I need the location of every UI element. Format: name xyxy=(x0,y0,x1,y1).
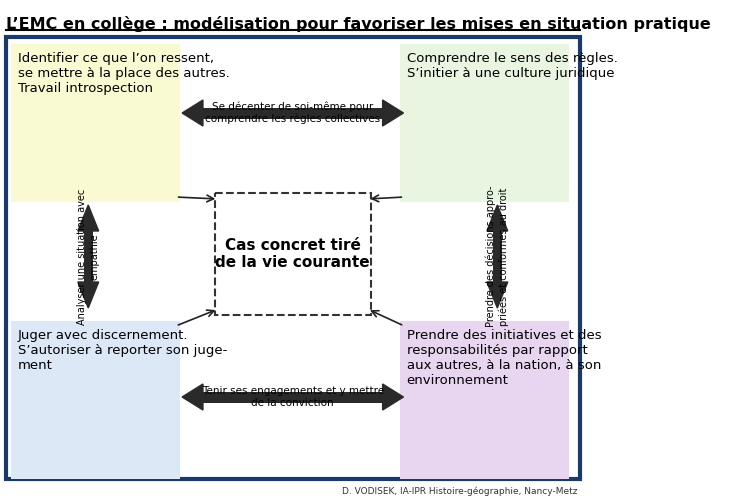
Polygon shape xyxy=(487,205,508,231)
Bar xyxy=(203,392,383,403)
Bar xyxy=(84,231,93,282)
Text: Prendre des initiatives et des
responsabilités par rapport
aux autres, à la nati: Prendre des initiatives et des responsab… xyxy=(407,329,602,387)
Bar xyxy=(11,44,180,202)
Text: Comprendre le sens des règles.
S’initier à une culture juridique: Comprendre le sens des règles. S’initier… xyxy=(407,52,618,80)
Polygon shape xyxy=(182,384,203,410)
Polygon shape xyxy=(78,205,99,231)
Text: Identifier ce que l’on ressent,
se mettre à la place des autres.
Travail introsp: Identifier ce que l’on ressent, se mettr… xyxy=(18,52,229,95)
Bar xyxy=(400,44,569,202)
Bar xyxy=(11,321,180,479)
Bar xyxy=(400,321,569,479)
Text: Tenir ses engagements et y mettre
de la conviction: Tenir ses engagements et y mettre de la … xyxy=(201,386,384,408)
Text: D. VODISEK, IA-IPR Histoire-géographie, Nancy-Metz: D. VODISEK, IA-IPR Histoire-géographie, … xyxy=(342,486,577,496)
Text: Juger avec discernement.
S’autoriser à reporter son juge-
ment: Juger avec discernement. S’autoriser à r… xyxy=(18,329,227,372)
Bar xyxy=(493,231,502,282)
Polygon shape xyxy=(487,282,508,308)
Text: Analyser une situation avec
empathie: Analyser une situation avec empathie xyxy=(77,188,99,325)
Bar xyxy=(203,107,383,118)
Text: Prendre des décisions appro-
priées et conformes au droit: Prendre des décisions appro- priées et c… xyxy=(486,186,509,327)
Polygon shape xyxy=(383,384,404,410)
Polygon shape xyxy=(383,100,404,126)
Text: L’EMC en collège : modélisation pour favoriser les mises en situation pratique: L’EMC en collège : modélisation pour fav… xyxy=(6,16,710,32)
Text: Cas concret tiré
de la vie courante: Cas concret tiré de la vie courante xyxy=(215,238,370,270)
Polygon shape xyxy=(78,282,99,308)
Bar xyxy=(6,37,580,479)
Bar xyxy=(215,193,371,315)
Polygon shape xyxy=(182,100,203,126)
Text: Se décenter de soi-même pour
comprendre les règles collectives: Se décenter de soi-même pour comprendre … xyxy=(205,102,380,124)
